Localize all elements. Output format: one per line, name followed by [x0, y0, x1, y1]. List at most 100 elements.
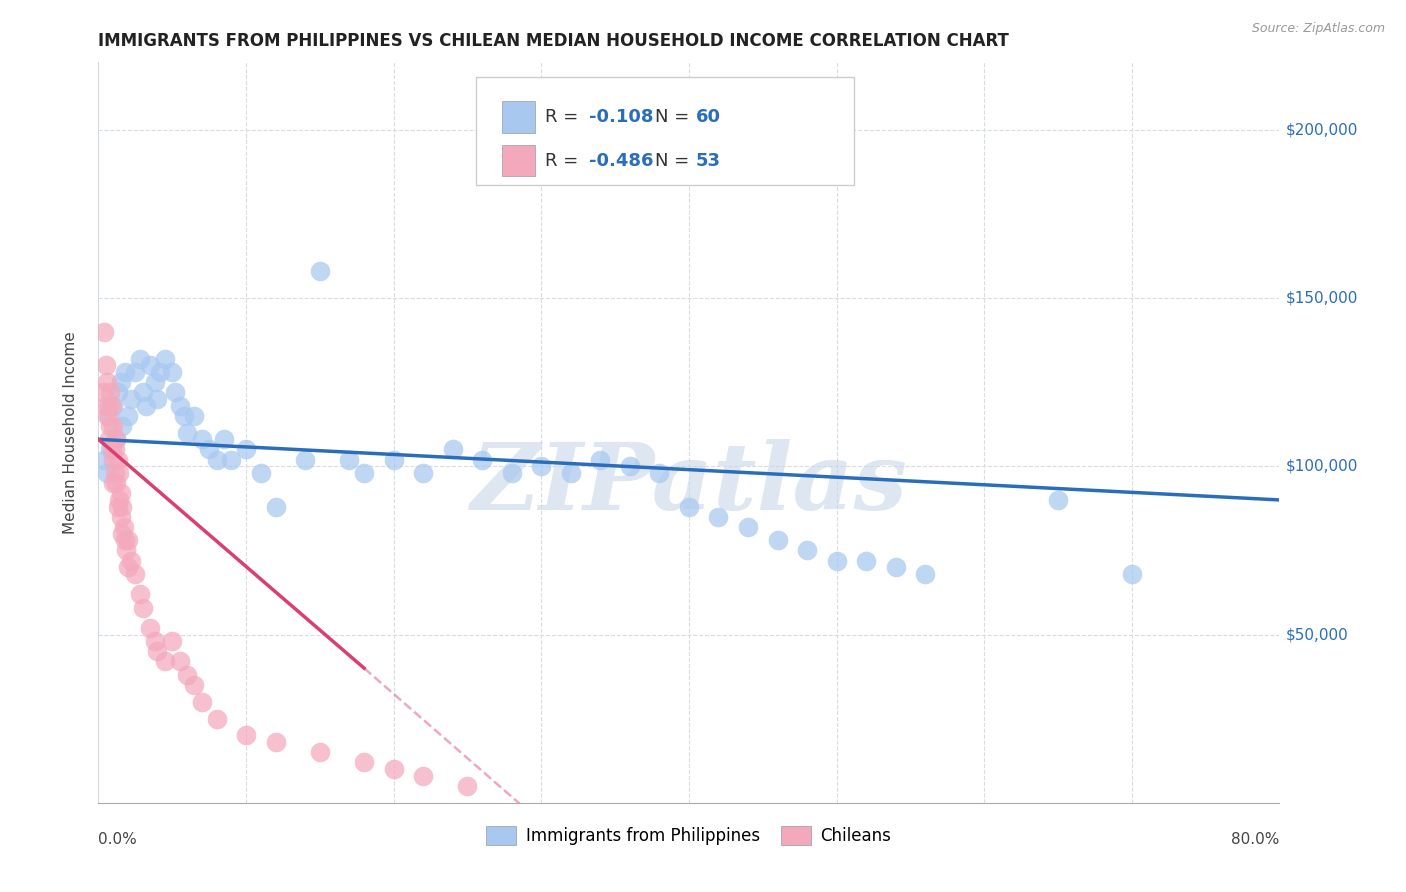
Point: [169, 399, 191, 413]
Text: 0.0%: 0.0%: [98, 832, 138, 847]
Point: [165, 385, 187, 400]
Point: [382, 452, 405, 467]
Point: [107, 452, 129, 467]
Point: [107, 385, 129, 400]
Text: Source: ZipAtlas.com: Source: ZipAtlas.com: [1251, 22, 1385, 36]
Point: [115, 543, 138, 558]
Y-axis label: Median Household Income: Median Household Income: [63, 331, 77, 534]
Point: [501, 466, 523, 480]
Point: [441, 442, 464, 457]
Point: [91, 385, 114, 400]
Point: [153, 655, 176, 669]
Point: [153, 351, 176, 366]
Point: [114, 533, 136, 548]
Point: [412, 466, 434, 480]
Text: 53: 53: [696, 152, 721, 169]
Point: [124, 365, 146, 379]
FancyBboxPatch shape: [502, 145, 536, 176]
Text: -0.486: -0.486: [589, 152, 652, 169]
Point: [212, 433, 235, 447]
Point: [105, 433, 128, 447]
Point: [107, 500, 129, 514]
Point: [176, 668, 198, 682]
Point: [96, 466, 118, 480]
Point: [100, 399, 122, 413]
Point: [191, 433, 214, 447]
Text: $100,000: $100,000: [1285, 458, 1358, 474]
Point: [98, 385, 121, 400]
Point: [855, 553, 877, 567]
Point: [120, 553, 142, 567]
Point: [103, 399, 125, 413]
Point: [124, 566, 146, 581]
Point: [103, 476, 125, 491]
Point: [117, 409, 139, 423]
Point: [198, 442, 221, 457]
Point: [294, 452, 316, 467]
Point: [117, 533, 139, 548]
Point: [560, 466, 582, 480]
Text: ZIPatlas: ZIPatlas: [471, 440, 907, 530]
Text: N =: N =: [655, 152, 695, 169]
FancyBboxPatch shape: [502, 102, 536, 133]
Point: [112, 520, 135, 534]
Point: [530, 459, 553, 474]
Point: [264, 500, 287, 514]
Point: [146, 644, 169, 658]
Point: [309, 264, 332, 278]
Point: [146, 392, 169, 406]
Text: IMMIGRANTS FROM PHILIPPINES VS CHILEAN MEDIAN HOUSEHOLD INCOME CORRELATION CHART: IMMIGRANTS FROM PHILIPPINES VS CHILEAN M…: [98, 32, 1010, 50]
Text: $50,000: $50,000: [1285, 627, 1348, 642]
Point: [93, 325, 115, 339]
Point: [309, 745, 332, 759]
Point: [678, 500, 700, 514]
Point: [884, 560, 907, 574]
Point: [143, 375, 166, 389]
Point: [264, 735, 287, 749]
Point: [143, 634, 166, 648]
Text: 60: 60: [696, 108, 721, 126]
Point: [108, 466, 131, 480]
Point: [97, 409, 120, 423]
Point: [169, 655, 191, 669]
Point: [353, 466, 375, 480]
Text: -0.108: -0.108: [589, 108, 652, 126]
Point: [205, 452, 228, 467]
Point: [128, 351, 150, 366]
Point: [135, 399, 157, 413]
Point: [162, 634, 183, 648]
Point: [94, 359, 117, 373]
Point: [110, 486, 132, 500]
Point: [589, 452, 612, 467]
Point: [149, 365, 172, 379]
Point: [111, 526, 134, 541]
Point: [221, 452, 243, 467]
Text: $150,000: $150,000: [1285, 291, 1358, 305]
Point: [825, 553, 848, 567]
Text: 80.0%: 80.0%: [1232, 832, 1279, 847]
Text: N =: N =: [655, 108, 695, 126]
Point: [139, 359, 162, 373]
Text: $200,000: $200,000: [1285, 122, 1358, 137]
Point: [737, 520, 759, 534]
Text: R =: R =: [546, 152, 583, 169]
Point: [93, 452, 115, 467]
Point: [339, 452, 361, 467]
Point: [120, 392, 142, 406]
Point: [707, 509, 730, 524]
Point: [108, 492, 131, 507]
Point: [766, 533, 789, 548]
Point: [110, 509, 132, 524]
Point: [796, 543, 818, 558]
Point: [471, 452, 494, 467]
Point: [105, 476, 128, 491]
Point: [1047, 492, 1070, 507]
Point: [104, 466, 127, 480]
Point: [1121, 566, 1143, 581]
Point: [98, 442, 121, 457]
Point: [117, 560, 139, 574]
Point: [114, 365, 136, 379]
Point: [619, 459, 641, 474]
Point: [457, 779, 479, 793]
Point: [250, 466, 273, 480]
